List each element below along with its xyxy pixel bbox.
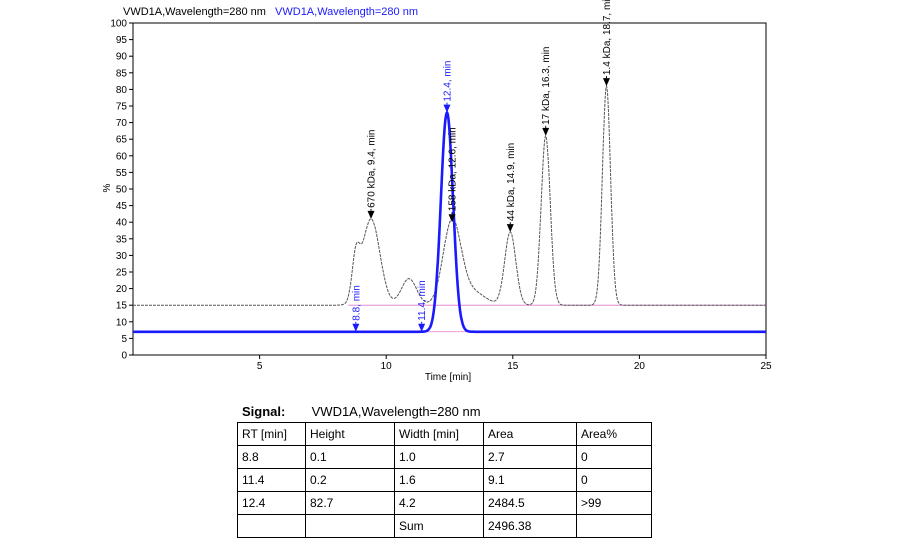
table-cell: 2496.38	[483, 514, 577, 538]
y-tick-label: 50	[116, 185, 128, 196]
header-area-percent: Area%	[576, 422, 652, 446]
y-tick-label: 75	[116, 102, 128, 113]
y-tick-label: 0	[121, 351, 127, 362]
y-tick-label: 45	[116, 201, 128, 212]
header-height: Height	[305, 422, 395, 446]
table-row: 8.8 0.1 1.0 2.7 0	[237, 445, 652, 469]
chromatogram-chart: 0 5 10 15 20 25 30 35 40 45 50 55 60 65 70 75 80 85 90 95 10…	[102, 0, 772, 383]
table-cell: 82.7	[305, 491, 395, 515]
table-cell: 11.4	[237, 468, 306, 492]
peak-annotation-label: 17 kDa, 16.3, min	[541, 47, 552, 125]
x-tick-label: 25	[760, 361, 772, 372]
table-cell: 0.2	[305, 468, 395, 492]
y-tick-label: 35	[116, 234, 128, 245]
x-tick-label: 5	[257, 361, 263, 372]
y-tick-label: 40	[116, 218, 128, 229]
y-tick-label: 100	[110, 19, 127, 30]
signal-info: Signal: VWD1A,Wavelength=280 nm	[242, 404, 481, 419]
peak-marker	[367, 210, 375, 219]
peak-marker	[352, 323, 360, 332]
table-cell: >99	[576, 491, 652, 515]
y-tick-label: 60	[116, 151, 128, 162]
table-cell: 1.0	[394, 445, 484, 469]
y-tick-label: 15	[116, 301, 128, 312]
table-cell	[576, 514, 652, 538]
table-cell: 12.4	[237, 491, 306, 515]
peak-annotation-label: 8.8, min	[351, 285, 362, 321]
y-tick-label: 10	[116, 317, 128, 328]
x-axis-label: Time [min]	[425, 372, 472, 383]
table-cell	[237, 514, 306, 538]
table-cell: 9.1	[483, 468, 577, 492]
peak-marker	[418, 323, 426, 332]
table-row: 11.4 0.2 1.6 9.1 0	[237, 468, 652, 492]
x-tick-label: 10	[381, 361, 393, 372]
peak-marker	[542, 127, 550, 136]
y-tick-label: 80	[116, 85, 128, 96]
peak-annotation-label: 1.4 kDa, 18.7, min	[602, 0, 613, 75]
y-tick-label: 85	[116, 68, 128, 79]
peak-annotation-label: 158 kDa, 12.6, min	[448, 127, 459, 211]
y-tick-label: 20	[116, 284, 128, 295]
y-tick-label: 25	[116, 268, 128, 279]
table-header-row: RT [min] Height Width [min] Area Area%	[237, 422, 652, 446]
x-tick-label: 15	[507, 361, 519, 372]
series-lines	[133, 84, 766, 334]
table-cell: 2484.5	[483, 491, 577, 515]
table-cell: 1.6	[394, 468, 484, 492]
sample-trace	[133, 110, 766, 334]
y-tick-label: 5	[121, 334, 127, 345]
table-cell: Sum	[394, 514, 484, 538]
peak-annotation-label: 11.4, min	[417, 280, 428, 320]
peak-marker	[443, 104, 451, 113]
baseline-lines	[348, 304, 766, 333]
header-rt: RT [min]	[237, 422, 306, 446]
peak-annotation-label: 44 kDa, 14.9, min	[506, 143, 517, 221]
peak-annotation-label: 12.4, min	[442, 60, 453, 101]
header-width: Width [min]	[394, 422, 484, 446]
table-cell	[305, 514, 395, 538]
peak-marker	[448, 214, 456, 223]
table-cell: 0.1	[305, 445, 395, 469]
table-row: 12.4 82.7 4.2 2484.5 >99	[237, 491, 652, 515]
table-cell: 4.2	[394, 491, 484, 515]
legend-series-1: VWD1A,Wavelength=280 nm	[123, 6, 266, 18]
y-tick-label: 95	[116, 35, 128, 46]
results-table: RT [min] Height Width [min] Area Area% 8…	[237, 422, 652, 538]
y-tick-label: 65	[116, 135, 128, 146]
x-tick-label: 20	[634, 361, 646, 372]
peak-annotation-label: 670 kDa, 9.4, min	[367, 130, 378, 208]
peak-marker	[602, 78, 610, 87]
table-cell: 8.8	[237, 445, 306, 469]
table-cell: 2.7	[483, 445, 577, 469]
y-tick-label: 55	[116, 168, 128, 179]
y-tick-label: 70	[116, 118, 128, 129]
y-axis-label: %	[102, 183, 113, 192]
chart-axes: 0 5 10 15 20 25 30 35 40 45 50 55 60 65 70 75 80 85 90 95 10…	[110, 19, 772, 373]
table-cell: 0	[576, 468, 652, 492]
signal-label: Signal:	[242, 404, 286, 419]
table-row: Sum 2496.38	[237, 514, 652, 538]
chart-legend: VWD1A,Wavelength=280 nm VWD1A,Wavelength…	[123, 6, 418, 18]
y-tick-label: 30	[116, 251, 128, 262]
legend-series-2: VWD1A,Wavelength=280 nm	[275, 6, 418, 18]
header-area: Area	[483, 422, 577, 446]
peak-marker	[506, 224, 514, 233]
y-tick-label: 90	[116, 52, 128, 63]
standard-trace	[133, 84, 766, 306]
table-cell: 0	[576, 445, 652, 469]
signal-value: VWD1A,Wavelength=280 nm	[311, 404, 481, 419]
peak-annotations: 670 kDa, 9.4, min 158 kDa, 12.6, min 44 kD…	[351, 0, 613, 332]
